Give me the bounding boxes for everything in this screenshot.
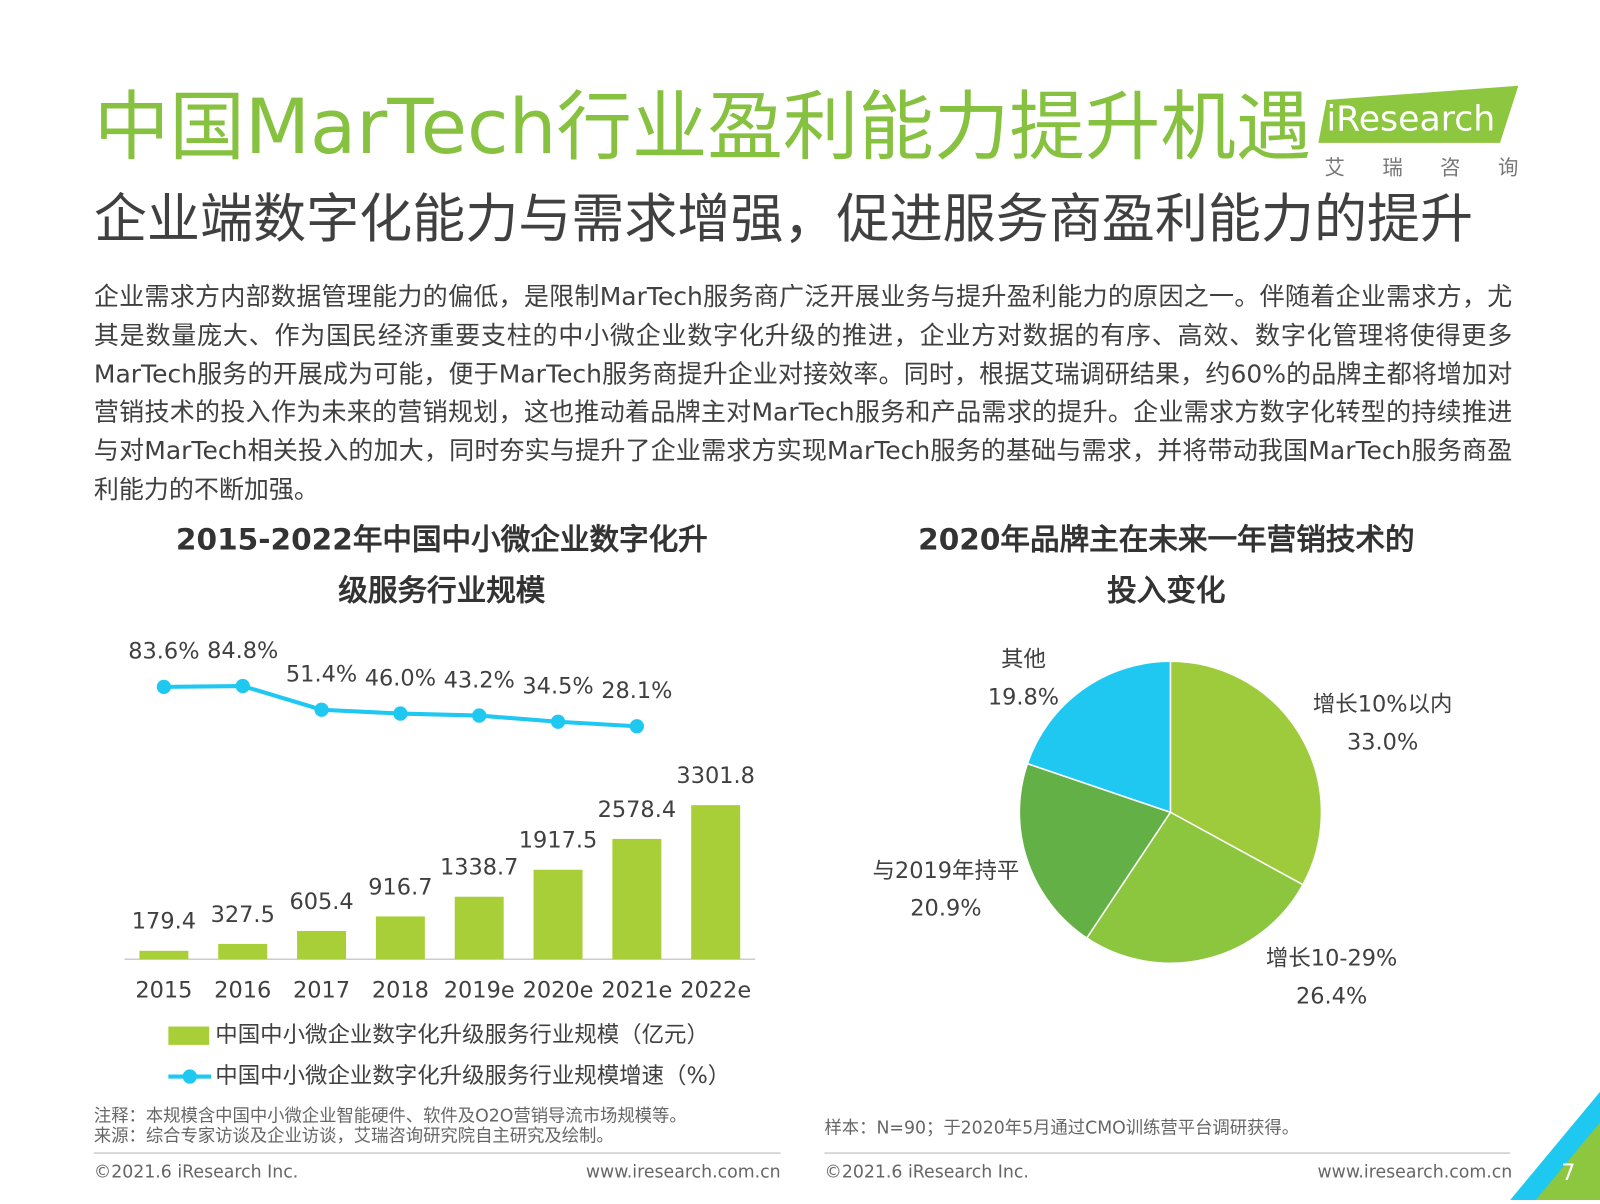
slice-label: 增长10%以内 (1313, 692, 1453, 718)
website: www.iresearch.com.cn (586, 1162, 781, 1182)
subtitle: 企业端数字化能力与需求增强，促进服务商盈利能力的提升 (94, 188, 1473, 250)
data-label: 46.0% (365, 665, 436, 691)
copyright: ©2021.6 iResearch Inc. (94, 1162, 298, 1182)
x-tick-label: 2022e (680, 977, 751, 1003)
data-label: 84.8% (207, 638, 278, 664)
page-number: 7 (1561, 1160, 1575, 1186)
pie-slice (1169, 660, 1323, 886)
slice-label: 与2019年持平 (872, 858, 1019, 884)
data-label: 2578.4 (598, 797, 677, 823)
bar (612, 838, 662, 960)
note: 来源：综合专家访谈及企业访谈，艾瑞咨询研究院自主研究及绘制。 (94, 1127, 614, 1147)
x-tick-label: 2021e (601, 977, 672, 1003)
chart-title: 2015-2022年中国中小微企业数字化升 (176, 522, 708, 556)
pie-slice (1026, 660, 1172, 814)
data-label: 51.4% (286, 662, 357, 688)
slice-label: 其他 (1001, 647, 1046, 673)
paragraph: 企业需求方内部数据管理能力的偏低，是限制MarTech服务商广泛开展业务与提升盈… (93, 281, 1513, 505)
line-point (472, 708, 487, 723)
x-tick-label: 2017 (293, 977, 350, 1003)
data-label: 83.6% (128, 639, 199, 665)
logo-sub: 艾 瑞 咨 询 (1324, 155, 1518, 179)
paragraph-box: 企业需求方内部数据管理能力的偏低，是限制MarTech服务商广泛开展业务与提升盈… (93, 281, 1513, 505)
legend-swatch (168, 1026, 210, 1045)
pie-slice (1018, 762, 1172, 940)
legend-marker (182, 1069, 197, 1084)
line-point (550, 714, 566, 729)
note: 样本：N=90；于2020年5月通过CMO训练营平台调研获得。 (824, 1119, 1299, 1139)
bar (218, 943, 268, 960)
logo: iResearch (1327, 99, 1496, 139)
chart-title: 投入变化 (1107, 573, 1225, 607)
note: 注释：本规模含中国中小微企业智能硬件、软件及O2O营销导流市场规模等。 (94, 1106, 687, 1126)
slice-value: 20.9% (910, 896, 981, 922)
data-label: 605.4 (289, 889, 353, 915)
bar (533, 869, 583, 960)
slice-value: 33.0% (1347, 729, 1418, 755)
data-label: 1917.5 (519, 828, 598, 854)
x-tick-label: 2019e (444, 977, 515, 1003)
logo-shape (1318, 85, 1519, 143)
bar (691, 805, 741, 960)
legend-label: 中国中小微企业数字化升级服务行业规模增速（%） (215, 1063, 730, 1089)
data-label: 179.4 (132, 909, 196, 935)
data-label: 28.1% (601, 678, 672, 704)
bar (375, 916, 425, 960)
chart-title: 2020年品牌主在未来一年营销技术的 (918, 522, 1414, 556)
line-point (629, 719, 645, 734)
legend-label: 中国中小微企业数字化升级服务行业规模（亿元） (215, 1022, 709, 1048)
x-tick-label: 2016 (214, 977, 271, 1003)
data-label: 916.7 (368, 874, 432, 900)
line-point (393, 706, 408, 721)
pie-slice (1085, 811, 1304, 965)
bar (297, 930, 347, 960)
line-point (156, 679, 172, 695)
x-tick-label: 2020e (523, 977, 594, 1003)
slice-value: 19.8% (988, 684, 1059, 710)
line-point (235, 678, 250, 694)
data-label: 43.2% (444, 667, 515, 693)
slice-value: 26.4% (1296, 983, 1367, 1009)
chart-title: 级服务行业规模 (338, 573, 545, 607)
x-tick-label: 2015 (135, 977, 192, 1003)
copyright: ©2021.6 iResearch Inc. (824, 1162, 1028, 1182)
data-label: 34.5% (522, 674, 593, 700)
data-label: 3301.8 (676, 763, 755, 789)
line-point (314, 702, 329, 717)
x-tick-label: 2018 (372, 977, 429, 1003)
data-label: 1338.7 (440, 855, 519, 881)
data-label: 327.5 (211, 902, 275, 928)
bar (454, 896, 504, 960)
bar (139, 950, 189, 960)
slice-label: 增长10-29% (1266, 946, 1397, 972)
title: 中国MarTech行业盈利能力提升机遇 (94, 83, 1312, 171)
website: www.iresearch.com.cn (1317, 1162, 1512, 1182)
